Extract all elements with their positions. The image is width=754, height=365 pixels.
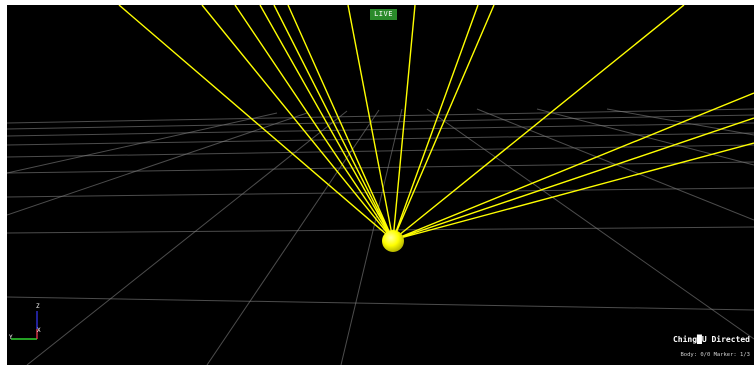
grid-line [606, 108, 754, 136]
ray-line [392, 5, 685, 241]
watermark-text: Ching█U Directed [672, 335, 750, 344]
grid-line [7, 187, 754, 198]
ray-line [347, 5, 394, 241]
status-stats: Body: 0/0 Marker: 1/3 [680, 352, 750, 358]
grid-line [206, 109, 380, 365]
ray-line [118, 5, 394, 241]
ray-line [392, 92, 754, 241]
grid-line [7, 112, 278, 174]
axis-y-label: Y [9, 334, 13, 341]
grid-line [426, 108, 754, 340]
scene-canvas[interactable] [7, 5, 754, 365]
ray-line [273, 5, 394, 241]
camera-rays [118, 5, 754, 241]
grid-line [26, 110, 348, 365]
axis-triad-icon [11, 311, 38, 340]
marker-sphere[interactable] [382, 230, 404, 252]
grid-line [7, 122, 754, 137]
grid-line [7, 132, 754, 146]
ray-line [392, 5, 479, 241]
floor-grid [7, 108, 754, 365]
grid-line [340, 108, 403, 365]
ray-line [392, 5, 495, 241]
axis-triad: Z X Y [7, 301, 47, 343]
grid-line [7, 144, 754, 158]
3d-viewport[interactable]: LIVE Z X Y Ching█U Directed Body: 0/0 Ma… [7, 5, 754, 365]
ray-line [201, 5, 394, 241]
ray-line [392, 5, 416, 241]
axis-x-label: X [37, 327, 41, 334]
grid-line [7, 108, 754, 124]
ray-line [392, 142, 754, 241]
ray-line [287, 5, 394, 241]
axis-z-label: Z [36, 303, 40, 310]
live-badge: LIVE [370, 9, 397, 20]
grid-line [7, 296, 754, 311]
grid-line [7, 161, 754, 174]
grid-line [7, 112, 308, 216]
ray-line [392, 117, 754, 241]
grid-line [7, 114, 754, 130]
ray-line [234, 5, 394, 241]
ray-line [259, 5, 394, 241]
